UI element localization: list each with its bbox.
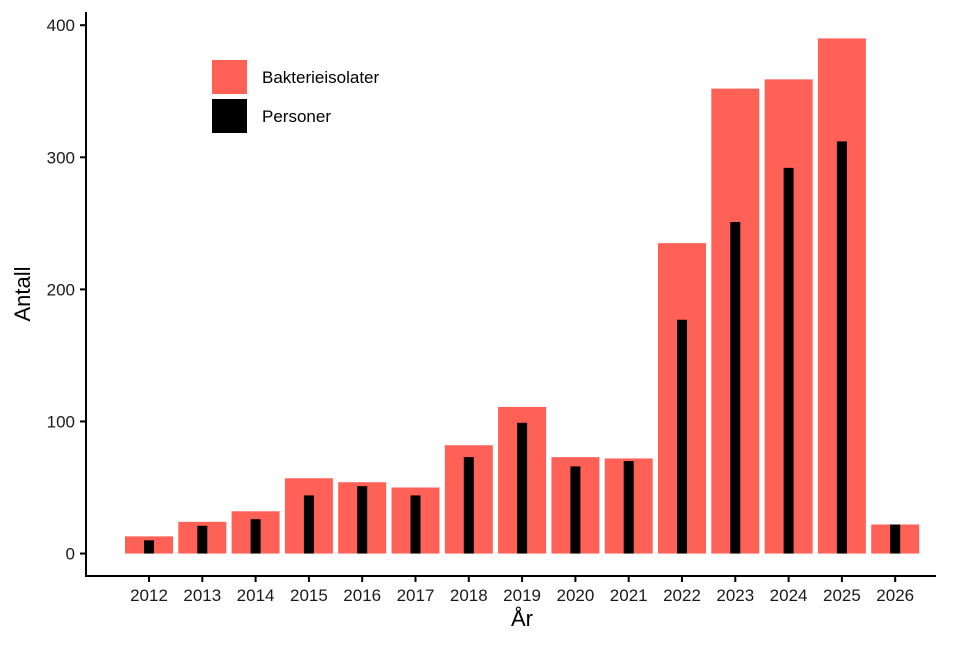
x-tick-label: 2021: [610, 586, 648, 605]
y-tick-label: 100: [47, 412, 75, 431]
bar-personer-2025: [836, 141, 847, 554]
bar-personer-2024: [783, 167, 794, 554]
bar-personer-2026: [890, 524, 901, 554]
y-tick-label: 400: [47, 16, 75, 35]
y-axis-ticks: 0 100 200 300 400: [47, 16, 86, 564]
x-tick-label: 2017: [397, 586, 435, 605]
bar-personer-2021: [623, 461, 634, 554]
x-tick-label: 2026: [876, 586, 914, 605]
bar-personer-2012: [144, 540, 154, 554]
y-tick-label: 300: [47, 148, 75, 167]
x-axis-ticks: 2012 2013 2014 2015 2016 2017 2018 2019 2020 2021…: [130, 576, 914, 605]
bar-personer-2015: [303, 495, 314, 554]
bar-personer-2018: [463, 457, 474, 554]
y-axis-title: Antall: [10, 266, 35, 321]
bar-personer-2013: [197, 525, 208, 554]
bars-layer: [125, 38, 920, 554]
bar-personer-2022: [677, 319, 687, 554]
x-tick-label: 2020: [556, 586, 594, 605]
bar-personer-2019: [517, 422, 528, 554]
legend: Bakterieisolater Personer: [212, 60, 380, 133]
x-tick-label: 2019: [503, 586, 541, 605]
bar-personer-2017: [410, 495, 421, 554]
legend-key-bakterieisolater: [212, 60, 247, 94]
legend-label: Personer: [262, 107, 331, 126]
x-axis-title: År: [511, 606, 533, 631]
x-tick-label: 2023: [716, 586, 754, 605]
x-tick-label: 2014: [237, 586, 275, 605]
x-tick-label: 2013: [183, 586, 221, 605]
bar-personer-2016: [357, 486, 368, 554]
x-tick-label: 2018: [450, 586, 488, 605]
x-tick-label: 2025: [823, 586, 861, 605]
legend-label: Bakterieisolater: [262, 68, 380, 87]
bar-personer-2014: [250, 519, 261, 554]
x-tick-label: 2016: [343, 586, 381, 605]
x-tick-label: 2022: [663, 586, 701, 605]
x-tick-label: 2012: [130, 586, 168, 605]
y-tick-label: 0: [66, 545, 75, 564]
legend-key-personer: [212, 99, 247, 133]
x-tick-label: 2024: [770, 586, 808, 605]
bar-personer-2023: [730, 222, 741, 554]
y-tick-label: 200: [47, 280, 75, 299]
x-tick-label: 2015: [290, 586, 328, 605]
bar-personer-2020: [570, 466, 581, 554]
